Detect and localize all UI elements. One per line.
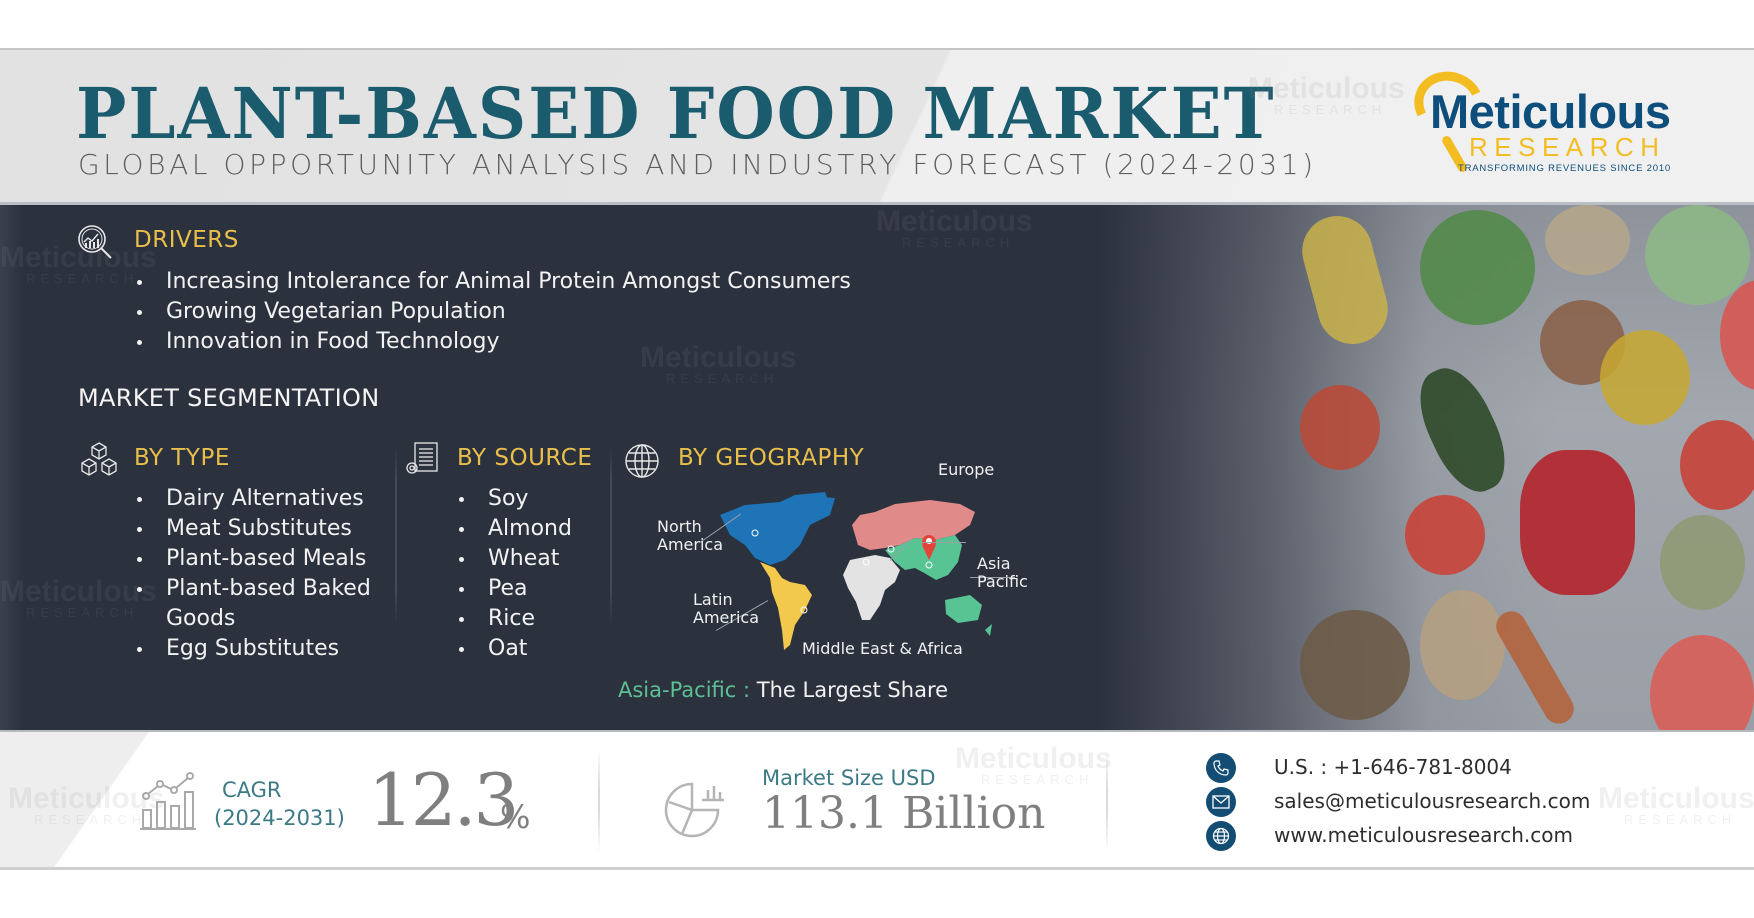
leader-line: [920, 542, 966, 543]
region-europe: [852, 500, 975, 550]
logo-research: RESEARCH: [1469, 132, 1666, 162]
largest-share-region: Asia-Pacific :: [618, 678, 751, 702]
segmentation-title: MARKET SEGMENTATION: [78, 384, 380, 412]
column-divider: [610, 445, 612, 625]
document-gear-icon: [406, 442, 438, 474]
cagr-unit: %: [500, 798, 531, 836]
label-latin-america: Latin America: [693, 590, 759, 627]
label-north-america: North America: [657, 517, 723, 554]
footer-divider: [598, 748, 600, 853]
by-type-heading: BY TYPE: [134, 445, 230, 471]
envelope-icon: [1206, 787, 1236, 817]
driver-item: Growing Vegetarian Population: [134, 297, 851, 327]
largest-share-text: The Largest Share: [750, 678, 949, 702]
website-link[interactable]: www.meticulousresearch.com: [1274, 823, 1573, 847]
page-title: PLANT-BASED FOOD MARKET: [76, 72, 1276, 155]
peas-bowl-shape: [1645, 205, 1750, 305]
panel-edge: [0, 205, 22, 730]
header-banner: PLANT-BASED FOOD MARKET GLOBAL OPPORTUNI…: [0, 48, 1754, 205]
market-size-label: Market Size USD: [762, 766, 936, 790]
driver-item: Innovation in Food Technology: [134, 327, 851, 357]
source-item: Rice: [456, 604, 572, 634]
label-asia-pacific: Asia Pacific: [977, 554, 1028, 591]
email-link[interactable]: sales@meticulousresearch.com: [1274, 789, 1591, 813]
world-map: [720, 492, 992, 650]
source-item: Almond: [456, 514, 572, 544]
cagr-value: 12.3: [368, 758, 519, 842]
main-panel: Meticulous RESEARCH Meticulous RESEARCH Me…: [0, 205, 1754, 730]
phone-number-link[interactable]: U.S. : +1-646-781-8004: [1274, 755, 1512, 779]
cagr-label: CAGR (2024-2031): [214, 778, 345, 830]
leader-line: [970, 577, 1015, 578]
region-mea: [843, 555, 900, 620]
pie-chart-icon: [664, 782, 724, 838]
drivers-heading: DRIVERS: [134, 227, 239, 253]
red-pepper-shape: [1520, 450, 1635, 595]
logo-tagline: TRANSFORMING REVENUES SINCE 2010: [1458, 163, 1672, 174]
tomato-shape: [1405, 495, 1485, 575]
contact-website: www.meticulousresearch.com: [1206, 820, 1726, 852]
largest-share-note: Asia-Pacific : The Largest Share: [618, 678, 948, 702]
label-europe: Europe: [938, 460, 995, 479]
potato-shape: [1545, 205, 1630, 275]
by-geography-heading: BY GEOGRAPHY: [678, 445, 865, 471]
by-source-list: Soy Almond Wheat Pea Rice Oat: [456, 484, 572, 664]
oil-bowl-shape: [1600, 330, 1690, 425]
source-item: Pea: [456, 574, 572, 604]
by-type-list: Dairy Alternatives Meat Substitutes Plan…: [134, 484, 371, 664]
page-subtitle: GLOBAL OPPORTUNITY ANALYSIS AND INDUSTRY…: [78, 148, 1317, 181]
drivers-list: Increasing Intolerance for Animal Protei…: [134, 267, 851, 357]
type-item: Egg Substitutes: [134, 634, 371, 664]
type-item: Plant-based Meals: [134, 544, 371, 574]
footer-divider: [1106, 748, 1108, 853]
watermark: Meticulous RESEARCH: [876, 205, 1033, 250]
watermark: Meticulous RESEARCH: [955, 742, 1112, 787]
carrot-shape: [1490, 605, 1580, 730]
potato-shape: [1420, 590, 1505, 700]
spinach-bowl-shape: [1420, 210, 1535, 325]
driver-item: Increasing Intolerance for Animal Protei…: [134, 267, 851, 297]
footer-stats: Meticulous RESEARCH Meticulous RESEARCH Me…: [0, 730, 1754, 870]
source-item: Wheat: [456, 544, 572, 574]
phone-icon: [1206, 753, 1236, 783]
cubes-icon: [81, 442, 117, 476]
banana-shape: [1294, 208, 1396, 352]
type-item: Dairy Alternatives: [134, 484, 371, 514]
type-item-continued: Goods: [166, 606, 236, 631]
analysis-magnifier-icon: [78, 225, 112, 259]
seeds-bowl-shape: [1660, 515, 1745, 610]
vegetables-photo: [1100, 205, 1754, 730]
tomato-shape: [1680, 420, 1754, 510]
type-item: Plant-based Baked: [134, 574, 371, 604]
source-item: Soy: [456, 484, 572, 514]
type-item: Meat Substitutes: [134, 514, 371, 544]
lentils-bowl-shape: [1300, 610, 1410, 720]
region-latin-america: [760, 562, 812, 650]
growth-chart-icon: [140, 772, 196, 830]
globe-icon: [625, 444, 659, 478]
avocado-shape: [1405, 357, 1520, 503]
market-size-value: 113.1 Billion: [762, 788, 1046, 839]
label-mea: Middle East & Africa: [802, 639, 963, 658]
meticulous-research-logo: Meticulous RESEARCH TRANSFORMING REVENUE…: [1405, 61, 1704, 185]
contact-phone: U.S. : +1-646-781-8004: [1206, 752, 1726, 784]
source-item: Oat: [456, 634, 572, 664]
by-source-heading: BY SOURCE: [457, 445, 593, 471]
grapefruit-shape: [1650, 635, 1754, 730]
logo-word: Meticulous: [1430, 85, 1671, 138]
column-divider: [395, 445, 397, 625]
contact-email: sales@meticulousresearch.com: [1206, 786, 1726, 818]
globe-icon: [1206, 821, 1236, 851]
tomato-shape: [1300, 385, 1380, 470]
